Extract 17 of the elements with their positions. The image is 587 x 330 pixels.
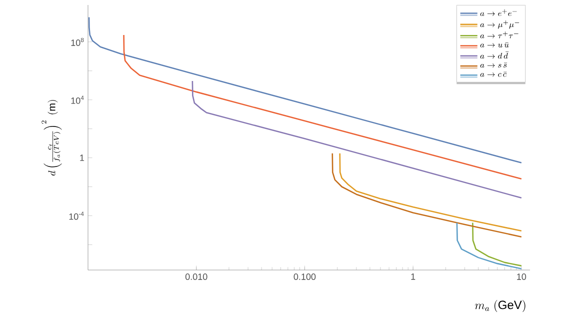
x-tick-label: 0.010 <box>185 274 208 280</box>
y-axis-title: $d\left(\frac{c_t}{f_a(TeV)}\right)^{2}\ (\mathrm{m})$ <box>42 100 62 176</box>
legend-label: $a\to s\,\bar{s}$ <box>480 62 508 68</box>
x-tick-label: 10 <box>517 274 526 280</box>
legend-label: $a\to c\,\bar{c}$ <box>480 72 507 77</box>
legend-label: $a\to u\,\bar{u}$ <box>480 42 509 48</box>
legend-label: $a\to d\,\bar{d}$ <box>480 52 509 59</box>
y-tick-label: 1 <box>80 154 84 161</box>
x-axis-title: $m_a\ (\mathrm{GeV})$ <box>475 300 526 312</box>
x-tick-label: 0.100 <box>294 274 316 280</box>
legend-label: $a\to \tau^+\tau^-$ <box>480 32 518 38</box>
legend-label: $a\to \mu^+\mu^-$ <box>480 20 520 29</box>
legend-label: $a\to e^+e^-$ <box>480 9 517 16</box>
y-tick-label: 10$^{4}$ <box>71 96 84 104</box>
y-tick-label: 10$^{-4}$ <box>69 212 84 220</box>
y-tick-label: 10$^{8}$ <box>71 38 84 46</box>
x-tick-label: 1 <box>411 274 416 280</box>
